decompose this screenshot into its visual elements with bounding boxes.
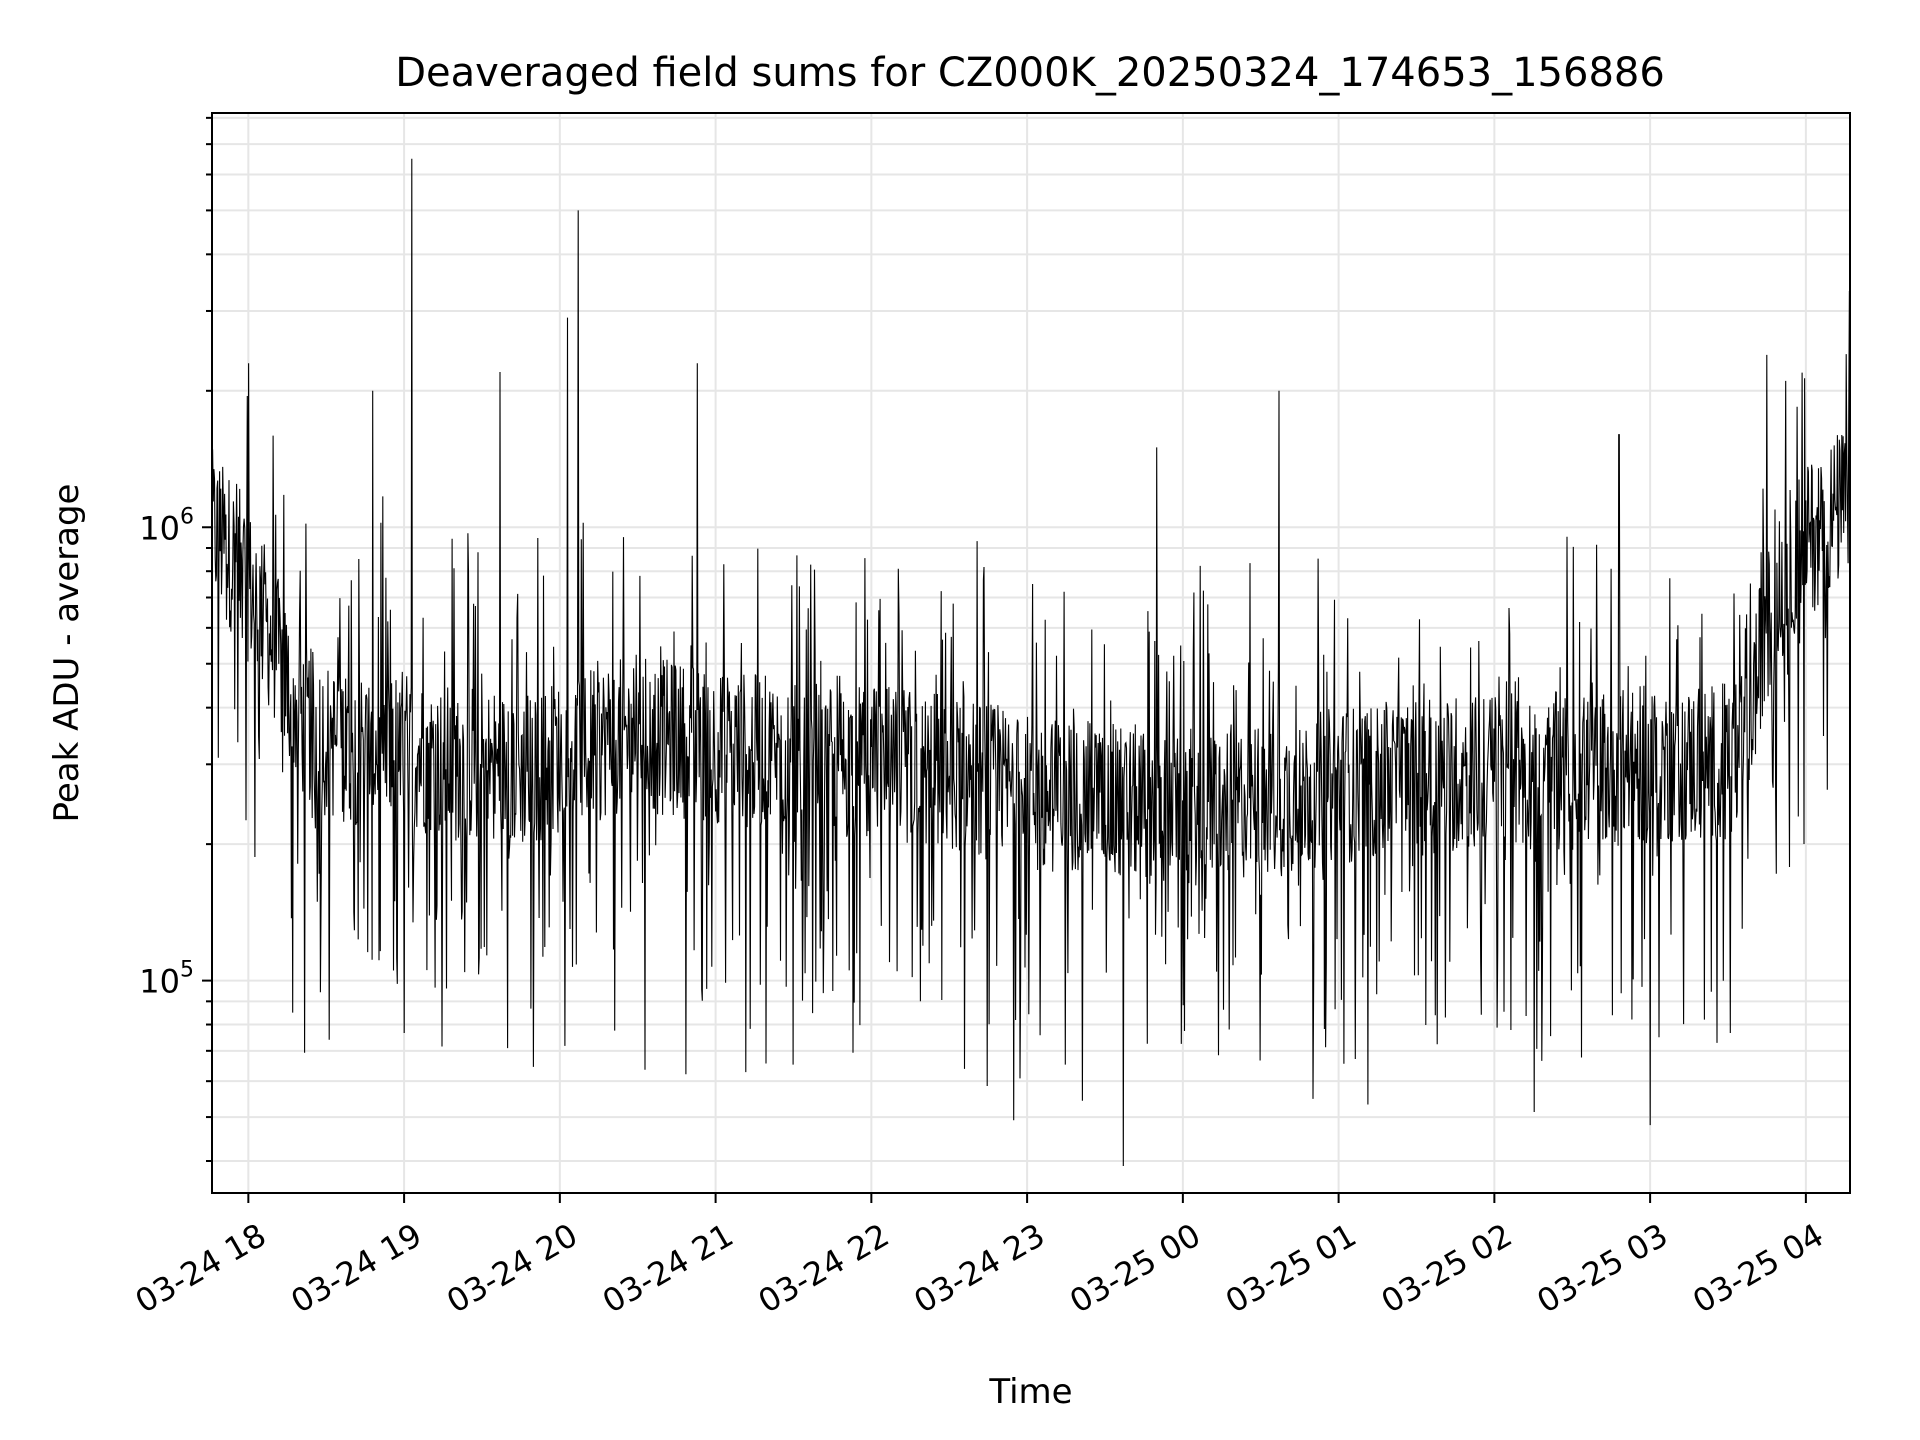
plot-frame	[211, 112, 1851, 1194]
y-axis-label: Peak ADU - average	[47, 484, 87, 823]
y-tick-label: 105	[139, 958, 194, 1001]
x-tick-label: 03-25 04	[1686, 1216, 1830, 1321]
x-tick-label: 03-25 01	[1219, 1216, 1363, 1321]
x-tick-label: 03-24 19	[284, 1216, 428, 1321]
x-tick-label: 03-25 03	[1531, 1216, 1675, 1321]
x-tick-label: 03-24 23	[908, 1216, 1052, 1321]
series-line	[211, 158, 1851, 1167]
x-tick-label: 03-24 21	[596, 1216, 740, 1321]
grid	[212, 113, 1850, 1193]
y-axis: 105 106	[139, 116, 212, 1163]
x-tick-label: 03-25 00	[1063, 1216, 1207, 1321]
x-tick-label: 03-25 02	[1375, 1216, 1519, 1321]
x-axis-label: Time	[988, 1372, 1072, 1412]
x-tick-label: 03-24 18	[129, 1216, 273, 1321]
data-layer	[211, 158, 1851, 1167]
x-tick-label: 03-24 22	[752, 1216, 896, 1321]
x-tick-label: 03-24 20	[440, 1216, 584, 1321]
x-axis: 03-24 18 03-24 19 03-24 20 03-24 21 03-24 22…	[129, 1193, 1830, 1321]
y-tick-label: 106	[139, 504, 194, 547]
chart-title: Deaveraged field sums for CZ000K_2025032…	[395, 50, 1665, 96]
